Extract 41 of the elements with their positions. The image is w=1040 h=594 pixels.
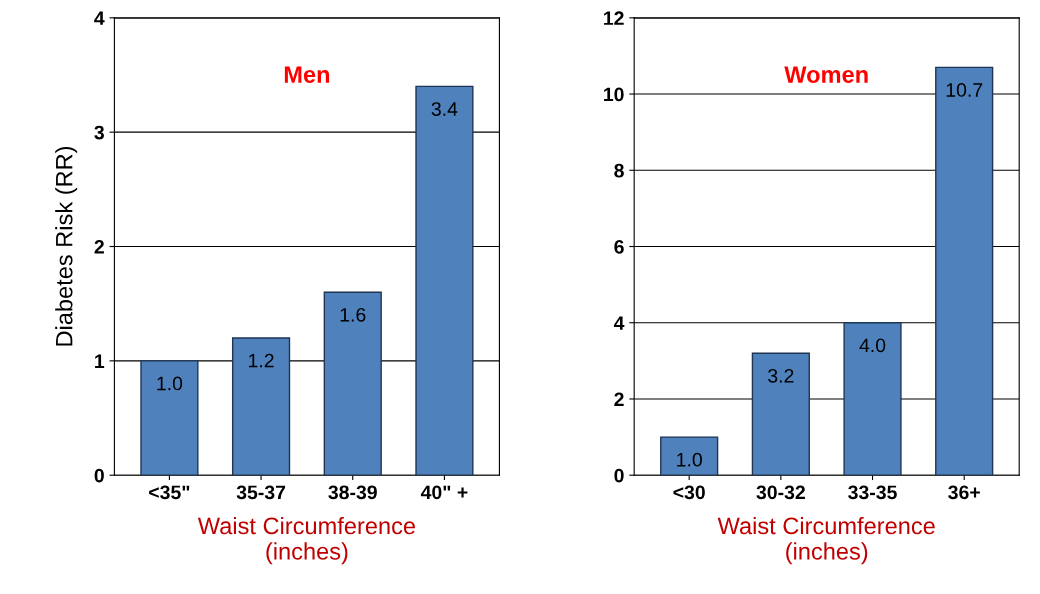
- data-label: 1.2: [249, 353, 274, 368]
- y-tick-label: 2: [94, 239, 104, 254]
- x-tick-label: <35": [149, 485, 190, 500]
- text: Men: [284, 66, 330, 83]
- x-tick-label: 30-32: [756, 485, 805, 500]
- x-tick-label: 36+: [948, 485, 980, 500]
- y-tick-label: 8: [614, 163, 624, 178]
- data-label: 4.0: [859, 338, 886, 353]
- y-tick-label: 4: [94, 11, 105, 25]
- y-tick-label: 12: [604, 11, 624, 25]
- data-label: 10.7: [946, 83, 983, 97]
- data-label: 1.6: [340, 307, 366, 322]
- x-axis-title: Waist Circumference (inches): [717, 516, 935, 565]
- y-tick-label: 0: [94, 468, 104, 483]
- bar: [751, 352, 810, 476]
- y-tick-label: 6: [614, 239, 624, 254]
- y-tick-label: 4: [613, 316, 625, 330]
- text: Women: [784, 66, 868, 83]
- bar: [140, 360, 199, 476]
- bar: [231, 337, 291, 476]
- x-tick-label: 33-35: [848, 485, 897, 500]
- bar: [323, 291, 382, 476]
- data-label: 1.0: [157, 376, 183, 391]
- data-label: 3.2: [768, 368, 794, 383]
- y-tick-label: 3: [94, 125, 104, 140]
- y-tick-label: 1: [95, 354, 105, 368]
- x-tick-label: 35-37: [236, 485, 286, 500]
- x-axis-title: Waist Circumference (inches): [197, 516, 415, 565]
- x-tick-label: <30: [673, 485, 705, 500]
- y-tick-label: 2: [614, 392, 624, 407]
- data-label: 1.0: [677, 452, 702, 467]
- x-tick-label: 40" +: [420, 485, 468, 500]
- bar: [415, 85, 474, 476]
- y-tick-label: 0: [614, 468, 624, 483]
- y-tick-label: 10: [604, 87, 624, 102]
- data-label: 3.4: [431, 102, 458, 116]
- y-axis-title: Diabetes Risk (RR): [55, 146, 78, 346]
- x-tick-label: 38-39: [328, 485, 377, 500]
- bar: [843, 322, 902, 476]
- bar: [935, 66, 994, 476]
- bar: [660, 436, 719, 476]
